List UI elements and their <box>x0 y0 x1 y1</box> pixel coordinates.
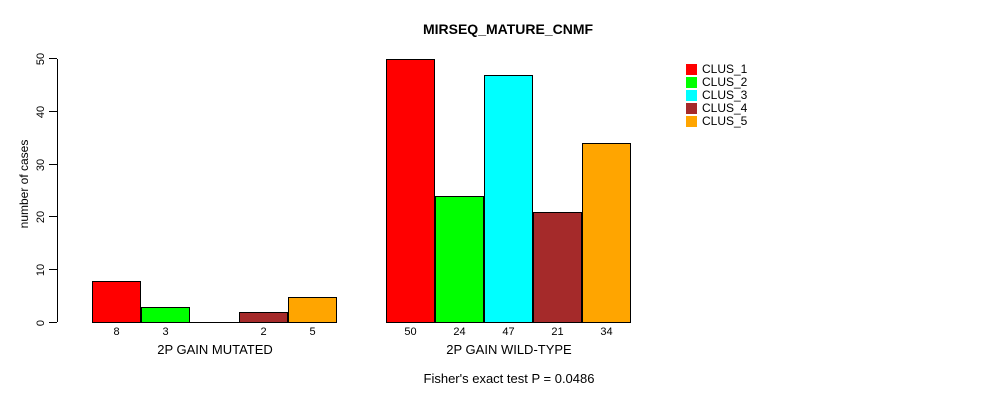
legend-label-clus-2: CLUS_2 <box>702 75 748 89</box>
bar-clus-1 <box>386 59 435 323</box>
legend-label-clus-5: CLUS_5 <box>702 114 748 128</box>
y-tick <box>49 322 57 323</box>
bar-value-label: 3 <box>162 326 169 338</box>
y-tick-label: 0 <box>35 319 47 326</box>
legend-swatch-clus-1 <box>686 64 697 75</box>
legend-swatch-clus-3 <box>686 90 697 101</box>
y-tick <box>49 164 57 165</box>
x-group-label-mutated: 2P GAIN MUTATED <box>157 342 273 357</box>
bar-clus-5 <box>288 297 337 323</box>
y-axis-label: number of cases <box>17 139 31 229</box>
y-tick <box>49 58 57 59</box>
bar-clus-3 <box>484 75 533 323</box>
bar-value-label: 47 <box>502 326 515 338</box>
bar-value-label: 21 <box>551 326 564 338</box>
bar-clus-4 <box>533 212 582 323</box>
y-tick <box>49 111 57 112</box>
bar-clus-3-zero <box>190 322 239 323</box>
fisher-test-annotation: Fisher's exact test P = 0.0486 <box>423 371 595 386</box>
bar-clus-4 <box>239 312 288 323</box>
bar-value-label: 5 <box>309 326 316 338</box>
bar-value-label: 50 <box>404 326 417 338</box>
bar-clus-2 <box>141 307 190 323</box>
bar-value-label: 2 <box>260 326 267 338</box>
legend-swatch-clus-2 <box>686 77 697 88</box>
legend-swatch-clus-4 <box>686 103 697 114</box>
legend-label-clus-4: CLUS_4 <box>702 101 748 115</box>
y-tick-label: 20 <box>35 210 47 223</box>
legend-swatch-clus-5 <box>686 116 697 127</box>
y-tick <box>49 216 57 217</box>
bar-value-label: 34 <box>600 326 613 338</box>
chart-title: MIRSEQ_MATURE_CNMF <box>422 21 594 37</box>
y-axis-line <box>57 59 58 322</box>
bar-clus-5 <box>582 143 631 323</box>
bar-clus-1 <box>92 281 141 323</box>
bar-value-label: 8 <box>113 326 120 338</box>
y-tick-label: 10 <box>35 263 47 276</box>
y-tick-label: 40 <box>35 105 47 118</box>
y-tick-label: 30 <box>35 158 47 171</box>
bar-clus-2 <box>435 196 484 323</box>
legend-label-clus-1: CLUS_1 <box>702 62 748 76</box>
bar-value-label: 24 <box>453 326 466 338</box>
x-group-label-wild-type: 2P GAIN WILD-TYPE <box>446 342 572 357</box>
y-tick-label: 50 <box>35 52 47 65</box>
y-tick <box>49 269 57 270</box>
legend-label-clus-3: CLUS_3 <box>702 88 748 102</box>
